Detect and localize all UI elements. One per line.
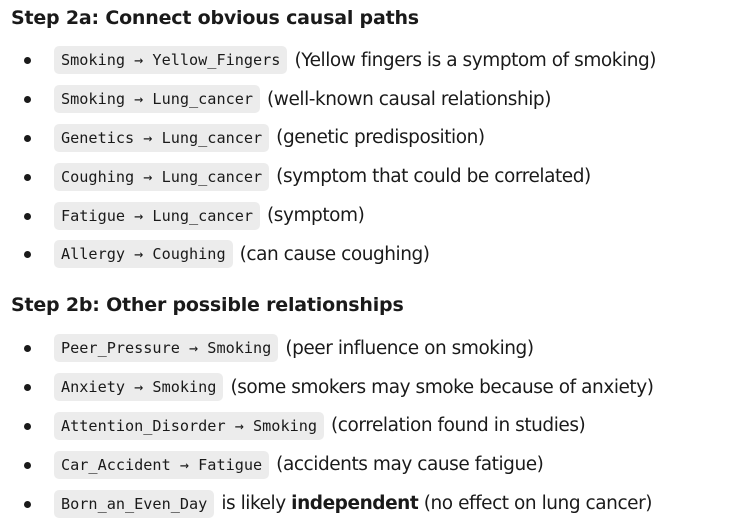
inline-code: Car_Accident → Fatigue — [54, 450, 270, 479]
emphasis-text: independent — [291, 493, 419, 515]
inline-code: Allergy → Coughing — [54, 240, 233, 269]
bullet-icon — [24, 173, 31, 181]
list-item: Smoking → Yellow_Fingers (Yellow fingers… — [0, 41, 657, 80]
inline-code: Fatigue → Lung_cancer — [54, 201, 261, 230]
list-item: Born_an_Even_Day is likely independent (… — [0, 484, 654, 523]
list-item: Genetics → Lung_cancer (genetic predispo… — [0, 119, 656, 158]
inline-code: Peer_Pressure → Smoking — [54, 334, 279, 363]
inline-code: Genetics → Lung_cancer — [54, 123, 270, 152]
item-description: (accidents may cause fatigue) — [276, 454, 544, 476]
item-description: is likely independent (no effect on lung… — [221, 493, 652, 514]
list-item: Peer_Pressure → Smoking (peer influence … — [0, 329, 654, 368]
item-description: (well-known causal relationship) — [267, 88, 551, 110]
bullet-icon — [24, 96, 31, 104]
bullet-icon — [24, 461, 31, 469]
item-description: (symptom that could be correlated) — [276, 166, 591, 188]
list-item: Attention_Disorder → Smoking (correlatio… — [0, 407, 654, 446]
step-2b-heading: Step 2b: Other possible relationships — [11, 294, 404, 316]
step-2a-heading: Step 2a: Connect obvious causal paths — [11, 7, 419, 29]
list-item: Smoking → Lung_cancer (well-known causal… — [0, 80, 656, 119]
bullet-icon — [24, 251, 31, 259]
inline-code: Attention_Disorder → Smoking — [54, 411, 325, 440]
list-item: Coughing → Lung_cancer (symptom that cou… — [0, 157, 656, 196]
list-item: Anxiety → Smoking (some smokers may smok… — [0, 368, 654, 407]
item-description: (symptom) — [267, 205, 365, 227]
bullet-icon — [24, 212, 31, 220]
item-description: (can cause coughing) — [239, 243, 430, 265]
item-description: (Yellow fingers is a symptom of smoking) — [294, 49, 657, 71]
inline-code: Born_an_Even_Day — [54, 489, 215, 518]
description-suffix: (no effect on lung cancer) — [423, 493, 653, 515]
step-2b-list: Peer_Pressure → Smoking (peer influence … — [0, 329, 654, 523]
inline-code: Coughing → Lung_cancer — [54, 162, 270, 191]
list-item: Car_Accident → Fatigue (accidents may ca… — [0, 445, 654, 484]
inline-code: Smoking → Yellow_Fingers — [54, 46, 288, 75]
inline-code: Anxiety → Smoking — [54, 373, 224, 402]
item-description: (some smokers may smoke because of anxie… — [230, 376, 654, 398]
item-description: (correlation found in studies) — [331, 415, 586, 437]
list-item: Allergy → Coughing (can cause coughing) — [0, 235, 656, 274]
list-item: Fatigue → Lung_cancer (symptom) — [0, 196, 656, 235]
item-description: (peer influence on smoking) — [285, 337, 534, 359]
bullet-icon — [24, 384, 31, 392]
bullet-icon — [24, 345, 31, 353]
description-prefix: is likely — [221, 493, 286, 515]
item-description: (genetic predisposition) — [276, 127, 485, 149]
bullet-icon — [24, 422, 31, 430]
step-2a-list: Smoking → Yellow_Fingers (Yellow fingers… — [0, 41, 657, 274]
inline-code: Smoking → Lung_cancer — [54, 85, 261, 114]
bullet-icon — [24, 134, 31, 142]
bullet-icon — [24, 57, 31, 65]
bullet-icon — [24, 500, 31, 508]
